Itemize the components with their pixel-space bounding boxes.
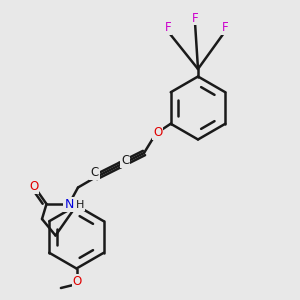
Text: F: F	[222, 21, 228, 34]
Text: O: O	[29, 180, 38, 193]
Text: F: F	[192, 11, 198, 25]
Text: H: H	[76, 200, 85, 211]
Text: N: N	[64, 197, 74, 211]
Text: F: F	[165, 21, 171, 34]
Text: O: O	[153, 126, 162, 139]
Text: C: C	[121, 154, 130, 167]
Text: C: C	[90, 166, 99, 179]
Text: O: O	[73, 274, 82, 288]
